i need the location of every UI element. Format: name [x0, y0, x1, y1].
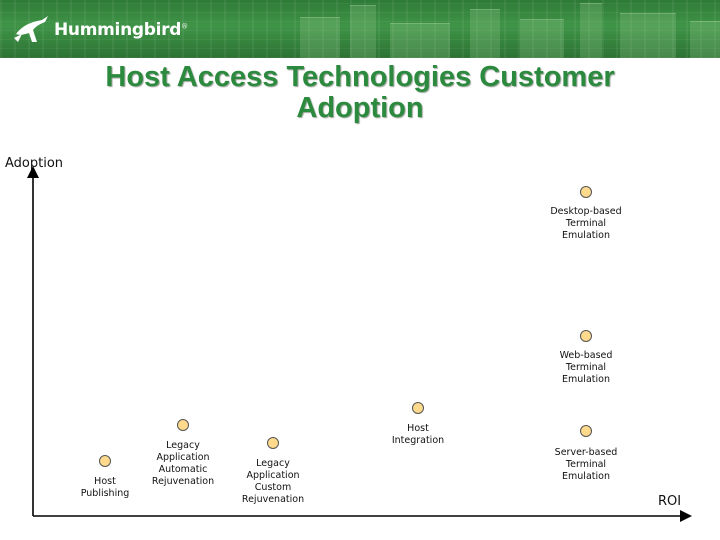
banner-building [620, 13, 676, 58]
node-label: Host Publishing [80, 476, 130, 499]
node-marker [580, 330, 592, 342]
node-marker [267, 437, 279, 449]
x-axis-arrow [680, 510, 692, 522]
node-label: Host Integration [391, 423, 445, 446]
node-label: Web-based Terminal Emulation [559, 350, 613, 385]
node-label: Desktop-based Terminal Emulation [550, 206, 622, 241]
y-axis-arrow [27, 166, 39, 178]
node-marker [580, 425, 592, 437]
banner-building [470, 9, 500, 58]
x-axis-label: ROI [658, 494, 682, 509]
banner-building [390, 23, 450, 58]
node-marker [177, 419, 189, 431]
banner-building [350, 5, 376, 58]
slide-title: Host Access Technologies Customer Adopti… [105, 61, 615, 124]
banner-building [690, 21, 720, 58]
node-marker [99, 455, 111, 467]
banner-building [580, 3, 602, 58]
y-axis-label: Adoption [5, 156, 64, 171]
header-banner: Hummingbird® [0, 0, 720, 58]
banner-building [300, 17, 340, 58]
node-marker [412, 402, 424, 414]
banner-texture [0, 0, 720, 58]
node-label: Legacy Application Automatic Rejuvenatio… [151, 440, 215, 487]
node-label: Legacy Application Custom Rejuvenation [241, 458, 305, 505]
node-label: Server-based Terminal Emulation [554, 447, 618, 482]
node-marker [580, 186, 592, 198]
hummingbird-icon [14, 16, 48, 42]
banner-building [520, 19, 564, 58]
brand-name: Hummingbird® [54, 20, 188, 40]
hummingbird-logo: Hummingbird® [12, 12, 188, 48]
